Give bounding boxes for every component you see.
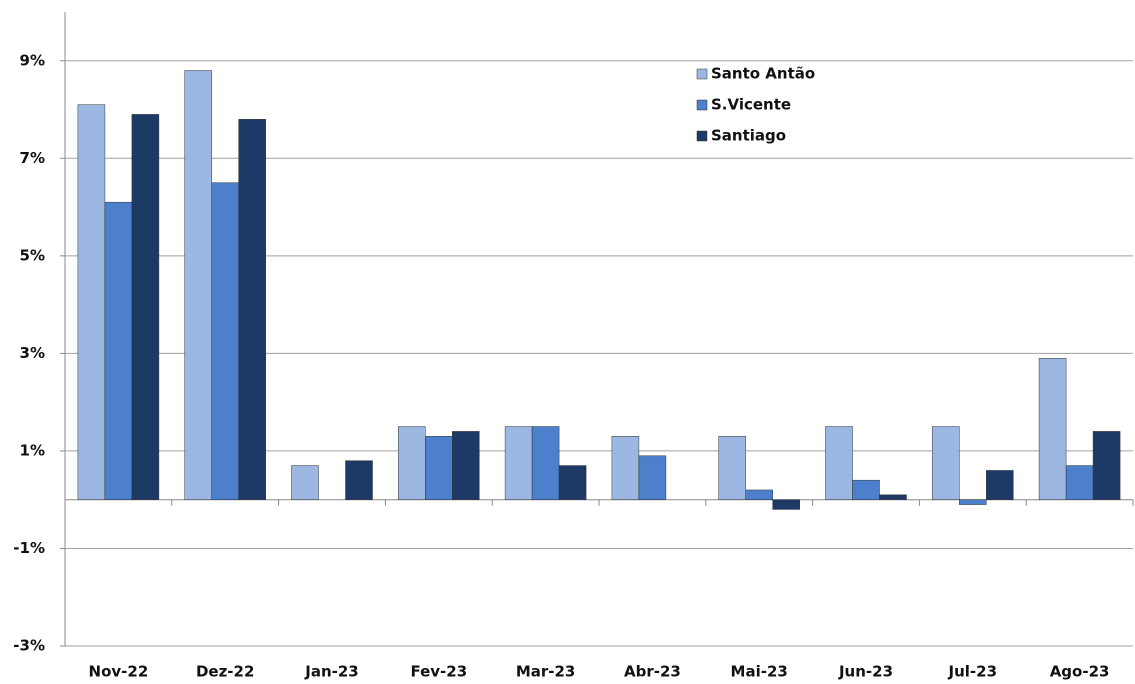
y-tick-label: 9%: [20, 51, 45, 69]
bar: [718, 436, 746, 500]
legend-label: Santo Antão: [711, 65, 815, 83]
bar: [425, 436, 453, 500]
legend-swatch: [696, 68, 708, 80]
y-tick-label: 7%: [20, 149, 45, 167]
bar: [852, 479, 880, 500]
y-tick-label: 3%: [20, 344, 45, 362]
bar: [238, 119, 266, 500]
y-tick-label: -3%: [13, 637, 45, 655]
bar: [558, 465, 587, 500]
bar: [531, 426, 560, 500]
bar: [1038, 358, 1067, 500]
bar: [131, 114, 160, 500]
legend-label: S.Vicente: [711, 96, 791, 114]
bar: [745, 489, 773, 500]
bar: [104, 201, 133, 500]
bar: [77, 104, 106, 500]
x-tick-label: Fev-23: [410, 663, 467, 681]
legend-swatch: [696, 99, 708, 111]
x-tick-label: Abr-23: [624, 663, 681, 681]
bar: [986, 470, 1014, 500]
bar: [184, 70, 212, 500]
bar: [1092, 431, 1121, 500]
x-tick-label: Nov-22: [89, 663, 149, 681]
bar: [879, 494, 907, 500]
bar: [452, 431, 480, 500]
bar: [638, 455, 667, 500]
bar: [291, 465, 319, 500]
bar: [1065, 465, 1094, 500]
bar: [211, 182, 239, 500]
x-tick-label: Jul-23: [948, 663, 998, 681]
x-tick-label: Dez-22: [196, 663, 254, 681]
bar: [611, 436, 640, 500]
x-tick-label: Mar-23: [516, 663, 576, 681]
x-tick-label: Ago-23: [1050, 663, 1110, 681]
bar: [504, 426, 533, 500]
bar: [398, 426, 426, 500]
y-tick-label: 5%: [20, 246, 45, 264]
y-tick-label: 1%: [20, 441, 45, 459]
bar: [959, 499, 987, 505]
bar: [825, 426, 853, 500]
x-tick-label: Jan-23: [304, 663, 358, 681]
bar: [772, 499, 800, 510]
bar: [345, 460, 373, 500]
bar: [932, 426, 960, 500]
x-tick-label: Mai-23: [731, 663, 788, 681]
y-tick-label: -1%: [13, 539, 45, 557]
legend-label: Santiago: [711, 127, 786, 145]
x-tick-label: Jun-23: [838, 663, 893, 681]
legend-swatch: [696, 130, 708, 142]
